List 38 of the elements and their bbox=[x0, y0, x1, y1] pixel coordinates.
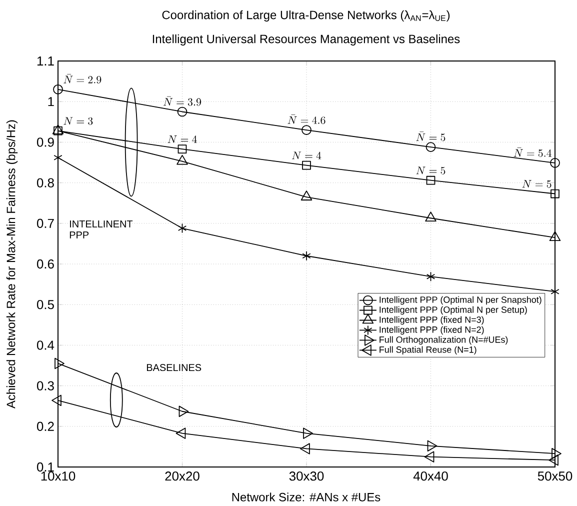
annotation: $\bar{N} = 3.9$ bbox=[163, 96, 201, 106]
y-tick-label: 0.2 bbox=[36, 422, 54, 431]
y-tick-label: 0.9 bbox=[36, 138, 54, 147]
y-axis-title: Achieved Network Rate for Max-Min Fairness (bps/Hz) bbox=[6, 120, 18, 408]
chart-title: Coordination of Large Ultra-Dense Networks (λ$_{AN}$=λ$_{UE}$) bbox=[162, 10, 450, 22]
y-tick-label: 0.5 bbox=[36, 300, 54, 310]
y-tick-label: 0.7 bbox=[36, 218, 54, 228]
annotation: BASELINES bbox=[146, 364, 202, 372]
y-tick-label: 0.8 bbox=[36, 178, 54, 188]
y-tick-label: 1 bbox=[48, 97, 54, 106]
legend-label: Intelligent PPP (Optimal N per Snapshot) bbox=[380, 296, 542, 305]
y-tick-label: 0.3 bbox=[36, 381, 54, 390]
annotation: $N = 5$ bbox=[522, 180, 552, 188]
y-tick-label: 0.6 bbox=[36, 259, 54, 269]
legend-label: Full Spatial Reuse (N=1) bbox=[380, 346, 476, 355]
annotation: $\bar{N} = 2.9$ bbox=[64, 74, 102, 84]
x-tick-label: 10x10 bbox=[41, 472, 76, 481]
legend-label: Intelligent PPP (fixed N=2) bbox=[380, 326, 484, 335]
x-tick-label: 50x50 bbox=[538, 472, 572, 481]
annotation: $\bar{N} = 5$ bbox=[416, 132, 446, 142]
legend-label: Intelligent PPP (Optimal N per Setup) bbox=[380, 306, 527, 315]
annotation: $N = 4$ bbox=[168, 135, 197, 143]
x-tick-label: 20x20 bbox=[165, 472, 200, 481]
annotation: INTELLINENT PPP bbox=[70, 220, 133, 238]
annotation: $N = 5$ bbox=[416, 166, 446, 174]
y-tick-label: 0.4 bbox=[36, 340, 54, 350]
y-tick-label: 0.1 bbox=[36, 462, 54, 472]
legend-label: Full Orthogonalization (N=#UEs) bbox=[380, 336, 508, 345]
annotation: $N = 4$ bbox=[292, 152, 322, 160]
annotation: $\bar{N} = 5.4$ bbox=[514, 148, 552, 157]
legend-label: Intelligent PPP (fixed N=3) bbox=[380, 316, 484, 325]
y-tick-label: 1.1 bbox=[37, 56, 54, 66]
x-tick-label: 40x40 bbox=[413, 472, 448, 481]
chart-subtitle: Intelligent Universal Resources Management vs Baselines bbox=[152, 34, 460, 46]
annotation: $\bar{N} = 4.6$ bbox=[288, 114, 326, 124]
annotation: $N = 3$ bbox=[64, 117, 93, 125]
x-axis-title: Network Size: #ANs x #UEs bbox=[232, 492, 380, 502]
x-tick-label: 30x30 bbox=[289, 472, 324, 481]
